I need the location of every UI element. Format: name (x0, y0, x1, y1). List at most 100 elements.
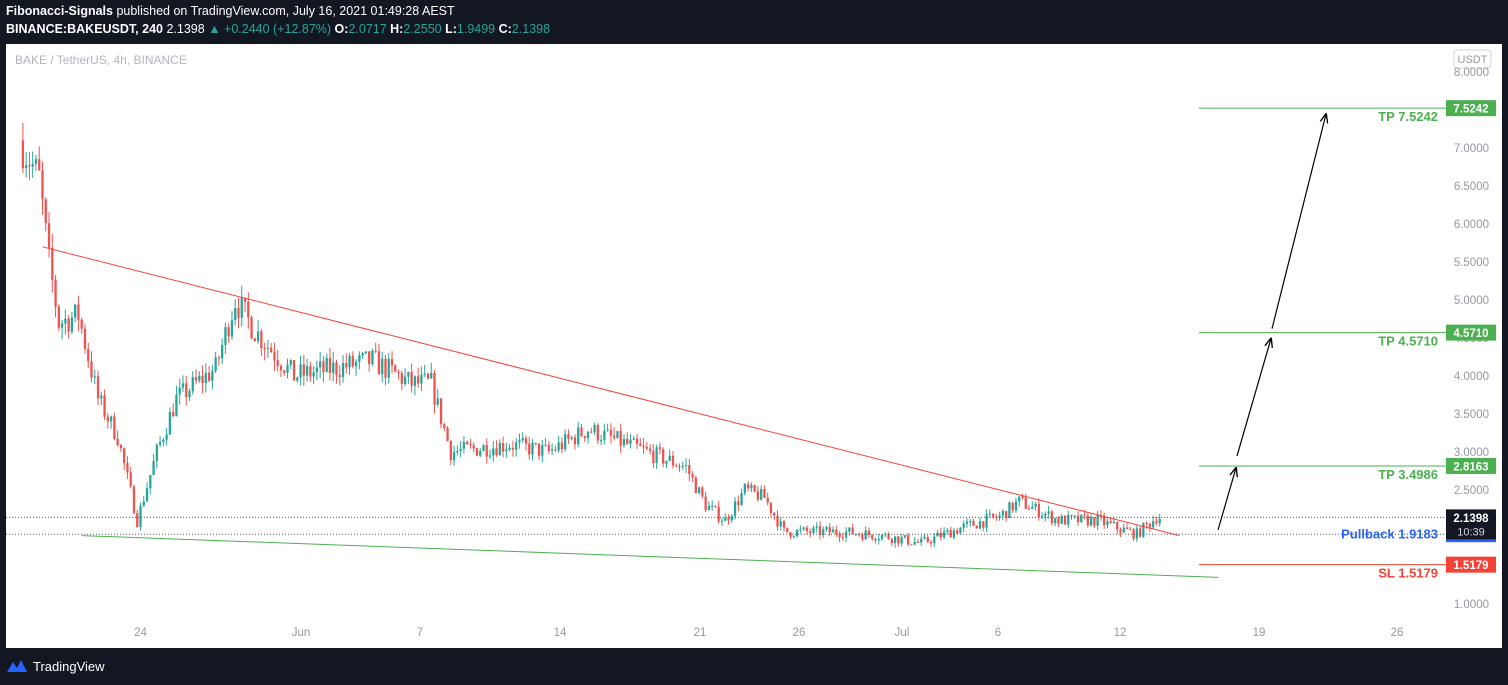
candle-body (145, 488, 149, 502)
candle-body (488, 455, 492, 457)
candle-body (701, 487, 704, 497)
candle-body (270, 347, 273, 353)
last-price: 2.1398 (166, 22, 205, 36)
candle-body (541, 445, 544, 456)
y-tick-label: 4.0000 (1454, 371, 1489, 383)
candle-body (247, 301, 250, 318)
candle-body (570, 437, 573, 439)
candle-body (116, 438, 119, 446)
candle-body (387, 359, 390, 378)
candle-body (462, 441, 466, 449)
candle-body (746, 484, 750, 489)
candle-body (283, 370, 286, 373)
tp1-level: TP 3.4986 2.8163 (1199, 457, 1496, 482)
y-tick-label: 6.5000 (1454, 181, 1489, 193)
candle-body (273, 352, 276, 361)
candle-body (1109, 521, 1112, 523)
high-value: 2.2550 (403, 22, 442, 36)
candle-body (727, 517, 730, 521)
candle-body (1067, 515, 1070, 525)
y-tick-label: 6.0000 (1454, 219, 1489, 231)
candle-body (789, 532, 792, 537)
candle-body (799, 529, 802, 531)
candle-body (1152, 521, 1155, 528)
candle-body (697, 487, 701, 494)
candle-body (1011, 502, 1014, 511)
candle-body (439, 398, 443, 425)
candle-body (1158, 519, 1161, 524)
price-chart[interactable]: BAKE / TetherUS, 4h, BINANCE USDT 8.0000 7.… (6, 44, 1502, 648)
candle-body (1119, 529, 1122, 533)
candle-body (221, 345, 224, 359)
candle-body (946, 529, 949, 532)
candle-body (25, 165, 28, 169)
candle-body (158, 441, 162, 445)
low-label: L: (445, 22, 457, 36)
candle-body (1076, 515, 1080, 523)
candle-body (962, 523, 965, 528)
tradingview-brand[interactable]: TradingView (6, 658, 105, 674)
high-label: H: (390, 22, 404, 36)
candle-body (577, 427, 580, 445)
candle-body (289, 360, 292, 365)
candle-body (737, 501, 740, 506)
projection-arrow (1236, 339, 1271, 457)
candle-body (1122, 527, 1125, 533)
candle-body (109, 416, 113, 422)
candle-body (632, 438, 635, 440)
candle-body (760, 489, 763, 500)
candle-body (426, 373, 430, 379)
candle-body (70, 317, 74, 332)
candle-body (472, 445, 475, 449)
candle-body (534, 442, 537, 444)
candle-body (1018, 496, 1021, 502)
candle-body (593, 424, 596, 433)
candle-body (537, 443, 541, 456)
candle-body (1116, 522, 1119, 530)
candle-body (237, 308, 240, 318)
candle-body (96, 376, 100, 399)
y-tick-label: 7.0000 (1454, 143, 1489, 155)
candle-body (560, 442, 564, 450)
candle-body (1135, 528, 1138, 539)
x-tick-label: 7 (417, 627, 423, 639)
publish-info: Fibonacci-Signals published on TradingVi… (6, 4, 455, 18)
candle-body (348, 355, 351, 368)
x-tick-label: 24 (134, 627, 147, 639)
candle-body (900, 537, 903, 544)
candle-body (544, 444, 547, 446)
y-tick-label: 3.5000 (1454, 409, 1489, 421)
candle-body (907, 535, 910, 545)
open-value: 2.0717 (348, 22, 387, 36)
candle-body (485, 445, 488, 457)
candle-body (818, 526, 822, 535)
candle-body (969, 521, 972, 523)
candle-body (60, 323, 64, 328)
candle-body (394, 365, 397, 372)
candle-body (626, 438, 629, 444)
candle-body (848, 527, 851, 532)
candle-body (57, 306, 60, 328)
y-tick-label: 1.0000 (1454, 599, 1489, 611)
candle-body (1037, 503, 1040, 518)
candle-body (123, 448, 126, 464)
candle-body (929, 541, 933, 544)
candle-body (691, 474, 694, 478)
candle-body (831, 529, 835, 533)
candle-body (1089, 517, 1093, 526)
author-name[interactable]: Fibonacci-Signals (6, 4, 113, 18)
candle-body (191, 377, 194, 392)
candle-body (54, 279, 57, 307)
candle-body (675, 465, 678, 467)
open-label: O: (334, 22, 349, 36)
candle-body (276, 360, 279, 366)
candle-body (113, 416, 116, 439)
candle-body (609, 429, 613, 436)
candle-body (750, 485, 753, 489)
candle-body (1155, 521, 1158, 524)
candle-body (155, 444, 158, 462)
candle-body (452, 452, 456, 461)
candle-body (978, 521, 982, 529)
candle-body (678, 466, 681, 468)
